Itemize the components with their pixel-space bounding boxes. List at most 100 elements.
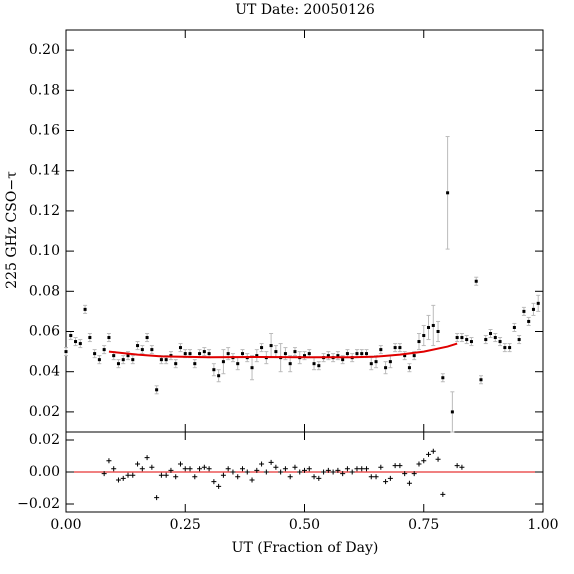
- data-point: [193, 362, 197, 366]
- y-tick-label: 0.18: [29, 82, 60, 98]
- residual-point: [125, 472, 131, 478]
- data-point: [202, 350, 206, 354]
- residual-point: [392, 463, 398, 469]
- data-point: [479, 378, 483, 382]
- residual-point: [421, 458, 427, 464]
- data-point: [336, 354, 340, 358]
- y-tick-label: 0.12: [29, 203, 60, 219]
- residual-point: [430, 448, 436, 454]
- data-point: [155, 388, 159, 392]
- data-point: [212, 368, 216, 372]
- residual-point: [239, 466, 245, 472]
- data-point: [131, 358, 135, 362]
- y-tick-label: 0.10: [29, 243, 60, 259]
- x-tick-label: 0.50: [289, 517, 320, 533]
- x-tick-label: 0.25: [170, 517, 201, 533]
- data-point: [283, 352, 287, 356]
- data-point: [198, 352, 202, 356]
- data-point: [446, 191, 450, 195]
- data-point: [97, 358, 101, 362]
- data-point: [126, 354, 130, 358]
- residual-point: [168, 467, 174, 473]
- x-axis-label: UT (Fraction of Day): [232, 540, 379, 556]
- top-frame: [65, 29, 544, 433]
- residual-point: [259, 461, 265, 467]
- data-point: [136, 344, 140, 348]
- residual-point: [115, 477, 121, 483]
- data-point: [217, 374, 221, 378]
- data-point: [493, 336, 497, 340]
- data-point: [255, 354, 259, 358]
- data-point: [83, 307, 87, 311]
- x-tick-label: 1.00: [527, 517, 558, 533]
- residual-point: [106, 458, 112, 464]
- residual-point: [201, 464, 207, 470]
- data-point: [484, 338, 488, 342]
- data-point: [436, 330, 440, 333]
- residual-point: [120, 475, 126, 481]
- residual-point: [154, 495, 160, 501]
- residual-point: [402, 471, 408, 477]
- residual-point: [292, 464, 298, 470]
- data-point: [74, 340, 78, 344]
- residual-point: [158, 472, 164, 478]
- data-point: [293, 350, 297, 354]
- data-point: [78, 342, 82, 346]
- data-point: [412, 354, 416, 358]
- data-point: [112, 354, 116, 358]
- data-point: [303, 354, 306, 358]
- fit-line: [108, 342, 458, 359]
- residual-point: [197, 466, 203, 472]
- data-point: [188, 352, 192, 356]
- residual-point: [244, 469, 250, 475]
- data-point: [441, 376, 445, 380]
- data-point: [403, 354, 407, 358]
- data-point: [174, 362, 178, 366]
- data-point: [288, 362, 292, 366]
- data-point: [431, 323, 435, 327]
- data-point: [236, 362, 240, 366]
- residual-point: [435, 456, 441, 462]
- data-point: [221, 360, 225, 364]
- data-point: [508, 346, 512, 350]
- data-point: [121, 358, 125, 362]
- residual-point: [359, 466, 365, 472]
- data-point: [398, 346, 402, 350]
- residual-point: [225, 466, 231, 472]
- residual-point: [330, 469, 336, 475]
- residual-point: [135, 461, 141, 467]
- residual-point: [130, 472, 136, 478]
- residual-point: [302, 467, 307, 473]
- data-point: [498, 340, 502, 344]
- residual-point: [149, 464, 155, 470]
- residual-point: [440, 491, 446, 497]
- data-point: [69, 334, 73, 338]
- data-point: [388, 360, 392, 364]
- data-point: [465, 338, 469, 342]
- residual-point: [325, 467, 331, 473]
- data-point: [140, 348, 144, 352]
- residual-point: [144, 455, 150, 461]
- data-point: [159, 358, 163, 362]
- data-point: [307, 352, 311, 356]
- data-point: [317, 364, 321, 368]
- residual-point: [340, 471, 346, 477]
- y-axis-label: 225 GHz CSO−τ: [4, 171, 20, 289]
- y-tick-label: 0.00: [29, 464, 60, 480]
- data-point: [88, 336, 92, 340]
- residual-point: [416, 461, 422, 467]
- data-point: [455, 336, 459, 340]
- data-point: [365, 352, 369, 356]
- residual-point: [287, 474, 293, 480]
- data-point: [527, 319, 531, 323]
- data-point: [522, 309, 526, 313]
- residual-point: [230, 469, 236, 475]
- y-tick-label: 0.06: [29, 324, 60, 340]
- residual-point: [373, 474, 379, 480]
- data-point: [517, 338, 521, 342]
- x-tick-label: 0.00: [50, 517, 81, 533]
- residual-point: [311, 474, 317, 480]
- residual-point: [220, 472, 226, 478]
- residual-point: [282, 466, 288, 472]
- residual-point: [411, 471, 417, 477]
